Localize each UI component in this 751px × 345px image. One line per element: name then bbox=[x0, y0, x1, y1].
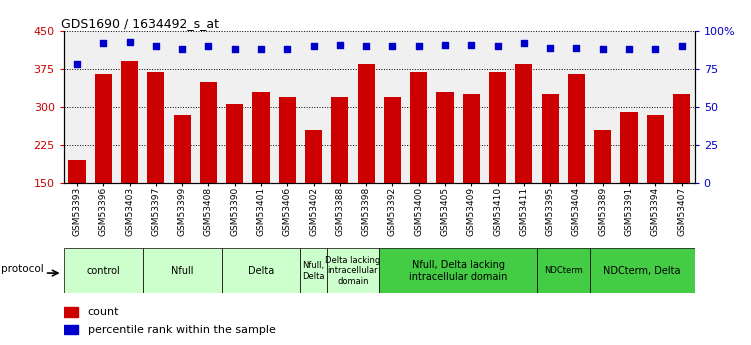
Point bbox=[124, 39, 136, 45]
Bar bbox=[620, 112, 638, 183]
Text: Nfull: Nfull bbox=[171, 266, 193, 276]
Bar bbox=[384, 97, 401, 183]
Bar bbox=[226, 105, 243, 183]
Text: NDCterm, Delta: NDCterm, Delta bbox=[603, 266, 681, 276]
Point bbox=[176, 47, 188, 52]
Point bbox=[571, 45, 583, 50]
Bar bbox=[300, 248, 327, 293]
Text: GDS1690 / 1634492_s_at: GDS1690 / 1634492_s_at bbox=[61, 17, 219, 30]
Bar bbox=[173, 115, 191, 183]
Point bbox=[360, 43, 372, 49]
Bar bbox=[541, 94, 559, 183]
Point bbox=[518, 40, 530, 46]
Point bbox=[597, 47, 609, 52]
Point bbox=[71, 62, 83, 67]
Point bbox=[282, 47, 294, 52]
Text: Nfull,
Delta: Nfull, Delta bbox=[303, 261, 324, 280]
Text: Delta lacking
intracellular
domain: Delta lacking intracellular domain bbox=[325, 256, 381, 286]
Point bbox=[623, 47, 635, 52]
Point bbox=[466, 42, 478, 48]
Bar bbox=[143, 248, 222, 293]
Bar bbox=[95, 74, 112, 183]
Text: NDCterm: NDCterm bbox=[544, 266, 583, 275]
Text: Delta: Delta bbox=[248, 266, 274, 276]
Text: Nfull, Delta lacking
intracellular domain: Nfull, Delta lacking intracellular domai… bbox=[409, 260, 507, 282]
Point bbox=[255, 47, 267, 52]
Bar bbox=[515, 64, 532, 183]
Point bbox=[308, 43, 320, 49]
Bar bbox=[647, 115, 664, 183]
Bar bbox=[68, 160, 86, 183]
Text: protocol: protocol bbox=[2, 264, 44, 274]
Point bbox=[544, 45, 556, 50]
Bar bbox=[64, 325, 77, 334]
Text: control: control bbox=[86, 266, 120, 276]
Point bbox=[387, 43, 399, 49]
Bar bbox=[357, 64, 375, 183]
Point bbox=[334, 42, 346, 48]
Bar bbox=[252, 92, 270, 183]
Bar bbox=[64, 307, 77, 317]
Point bbox=[203, 43, 215, 49]
Point bbox=[649, 47, 661, 52]
Bar bbox=[489, 71, 506, 183]
Bar bbox=[673, 94, 690, 183]
Bar bbox=[279, 97, 296, 183]
Bar bbox=[379, 248, 537, 293]
Point bbox=[676, 43, 688, 49]
Point bbox=[98, 40, 110, 46]
Bar bbox=[537, 248, 590, 293]
Bar bbox=[64, 248, 143, 293]
Bar bbox=[436, 92, 454, 183]
Point bbox=[439, 42, 451, 48]
Point bbox=[413, 43, 425, 49]
Bar bbox=[590, 248, 695, 293]
Text: count: count bbox=[88, 307, 119, 317]
Bar bbox=[410, 71, 427, 183]
Bar bbox=[331, 97, 348, 183]
Text: percentile rank within the sample: percentile rank within the sample bbox=[88, 325, 276, 335]
Bar bbox=[121, 61, 138, 183]
Point bbox=[229, 47, 241, 52]
Point bbox=[150, 43, 162, 49]
Bar bbox=[147, 71, 164, 183]
Bar bbox=[327, 248, 379, 293]
Point bbox=[492, 43, 504, 49]
Bar bbox=[594, 130, 611, 183]
Bar bbox=[200, 82, 217, 183]
Bar bbox=[568, 74, 585, 183]
Bar bbox=[222, 248, 300, 293]
Bar bbox=[463, 94, 480, 183]
Bar bbox=[305, 130, 322, 183]
